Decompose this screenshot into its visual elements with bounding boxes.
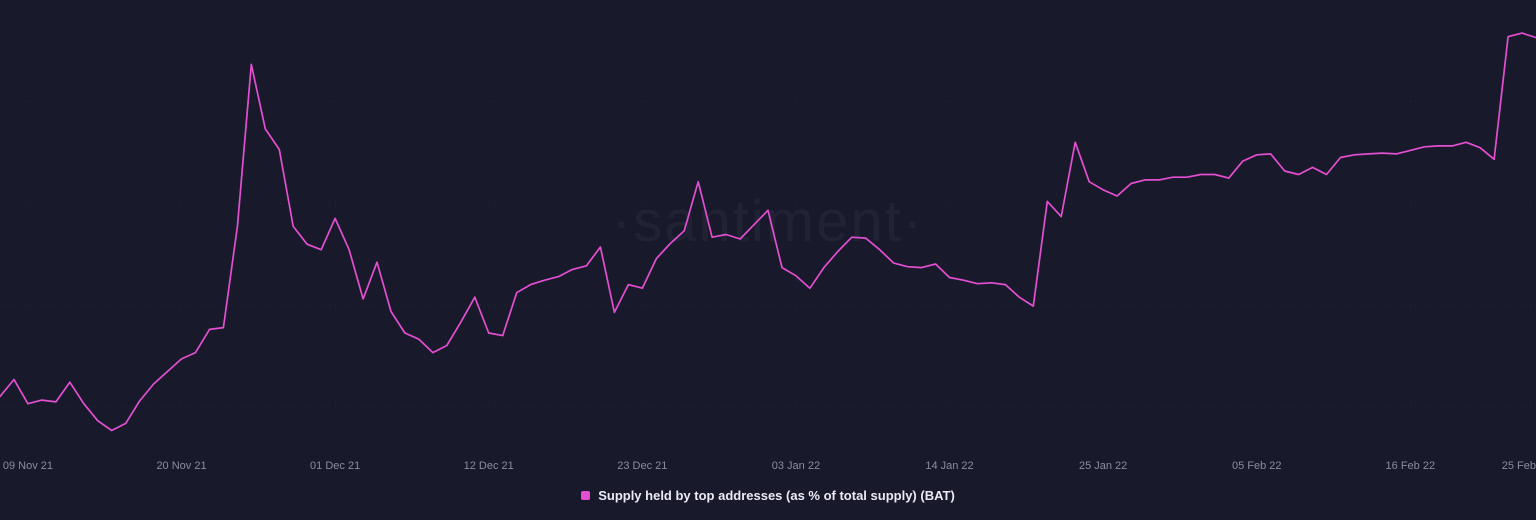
x-axis-tick: 03 Jan 22 [771,460,821,472]
legend-marker-icon [581,491,591,500]
x-axis-tick: 05 Feb 22 [1231,460,1282,472]
x-axis-tick: 25 Jan 22 [1078,460,1128,472]
x-axis-tick: 12 Dec 21 [463,460,514,472]
x-axis-tick: 09 Nov 21 [2,460,53,472]
x-axis-tick: 16 Feb 22 [1385,460,1436,472]
plot-area[interactable] [0,0,1536,452]
x-axis-tick: 20 Nov 21 [156,460,207,472]
x-axis-tick: 14 Jan 22 [925,460,974,472]
legend-item-bat[interactable]: Supply held by top addresses (as % of to… [581,488,955,503]
grid-lines [0,101,1536,408]
supply-line-chart [0,0,1536,452]
x-axis-tick: 01 Dec 21 [310,460,361,472]
legend: Supply held by top addresses (as % of to… [0,488,1536,503]
x-axis-tick: 23 Dec 21 [617,460,668,472]
series-line-bat [0,33,1536,430]
legend-label: Supply held by top addresses (as % of to… [598,488,955,503]
x-axis-tick: 25 Feb [1501,460,1536,472]
x-axis: 09 Nov 21 20 Nov 21 01 Dec 21 12 Dec 21 23 D… [0,460,1536,476]
